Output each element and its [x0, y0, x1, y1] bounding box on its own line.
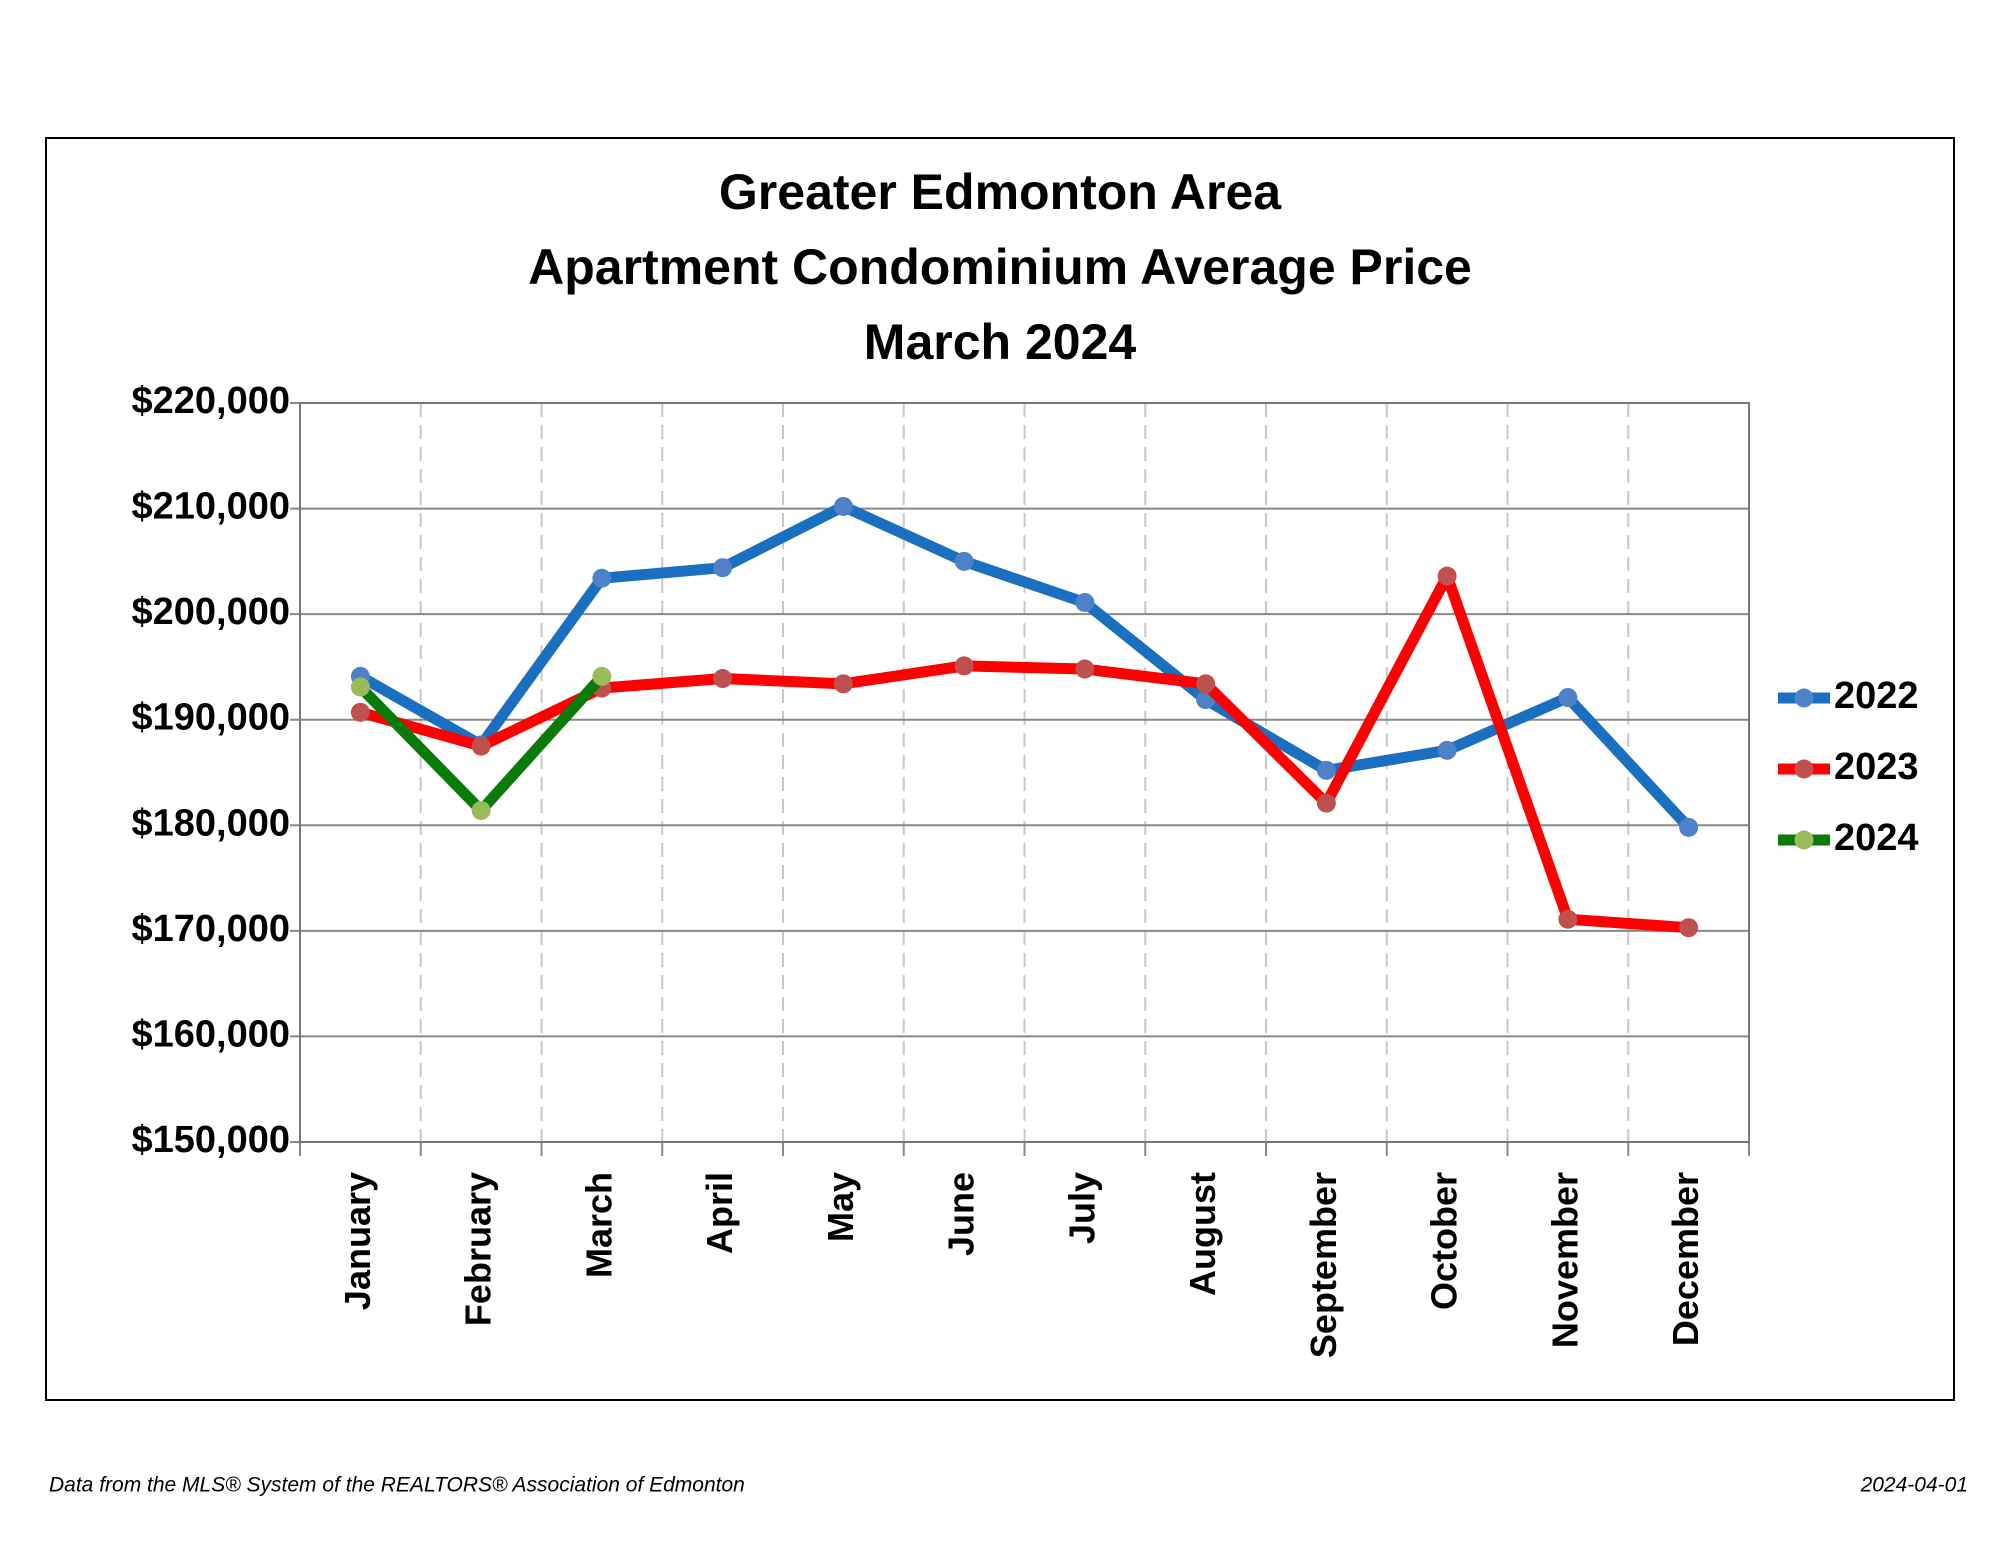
- y-tick-label: $220,000: [132, 380, 291, 422]
- x-tick-label: May: [820, 1172, 861, 1242]
- y-tick-label: $200,000: [132, 591, 291, 633]
- legend-label: 2023: [1834, 746, 1919, 788]
- footer-date: 2024-04-01: [1860, 1474, 1968, 1497]
- data-point: [1679, 918, 1699, 938]
- x-tick-label: December: [1665, 1172, 1706, 1346]
- y-tick-label: $150,000: [132, 1119, 291, 1161]
- x-tick-label: November: [1544, 1172, 1585, 1348]
- data-point: [833, 496, 853, 516]
- data-point: [350, 677, 370, 697]
- y-tick-label: $190,000: [132, 697, 291, 739]
- data-point: [954, 656, 974, 676]
- y-tick-label: $160,000: [132, 1013, 291, 1055]
- x-tick-label: August: [1182, 1172, 1223, 1296]
- x-tick-label: February: [458, 1172, 499, 1326]
- y-tick-label: $180,000: [132, 802, 291, 844]
- legend-marker: [1794, 688, 1814, 708]
- x-tick-label: June: [941, 1172, 982, 1256]
- x-tick-label: July: [1061, 1172, 1102, 1244]
- legend-label: 2022: [1834, 675, 1919, 717]
- data-point: [1075, 659, 1095, 679]
- chart-title: March 2024: [864, 314, 1137, 370]
- data-point: [592, 666, 612, 686]
- data-point: [1316, 760, 1336, 780]
- series-line: [354, 500, 1695, 833]
- legend-marker: [1794, 759, 1814, 779]
- data-point: [954, 551, 974, 571]
- x-tick-label: September: [1303, 1172, 1344, 1358]
- data-point: [713, 669, 733, 689]
- data-point: [471, 801, 491, 821]
- data-point: [350, 702, 370, 722]
- legend-label: 2024: [1834, 817, 1919, 859]
- y-tick-label: $210,000: [132, 486, 291, 528]
- data-point: [1316, 793, 1336, 813]
- data-point: [471, 736, 491, 756]
- data-point: [1196, 674, 1216, 694]
- x-tick-label: January: [337, 1172, 378, 1310]
- footer-source: Data from the MLS® System of the REALTOR…: [49, 1474, 745, 1497]
- data-point: [1437, 566, 1457, 586]
- data-point: [1558, 688, 1578, 708]
- data-point: [1558, 909, 1578, 929]
- data-point: [1437, 740, 1457, 760]
- data-point: [1075, 593, 1095, 613]
- x-tick-label: October: [1424, 1172, 1465, 1310]
- chart-title: Apartment Condominium Average Price: [528, 239, 1472, 295]
- legend-marker: [1794, 830, 1814, 850]
- data-point: [1679, 817, 1699, 837]
- chart-title: Greater Edmonton Area: [719, 164, 1282, 220]
- y-tick-label: $170,000: [132, 908, 291, 950]
- data-point: [592, 568, 612, 588]
- x-tick-label: April: [699, 1172, 740, 1254]
- plot-area: [299, 402, 1750, 1143]
- x-tick-label: March: [578, 1172, 619, 1278]
- data-point: [713, 558, 733, 578]
- data-point: [833, 674, 853, 694]
